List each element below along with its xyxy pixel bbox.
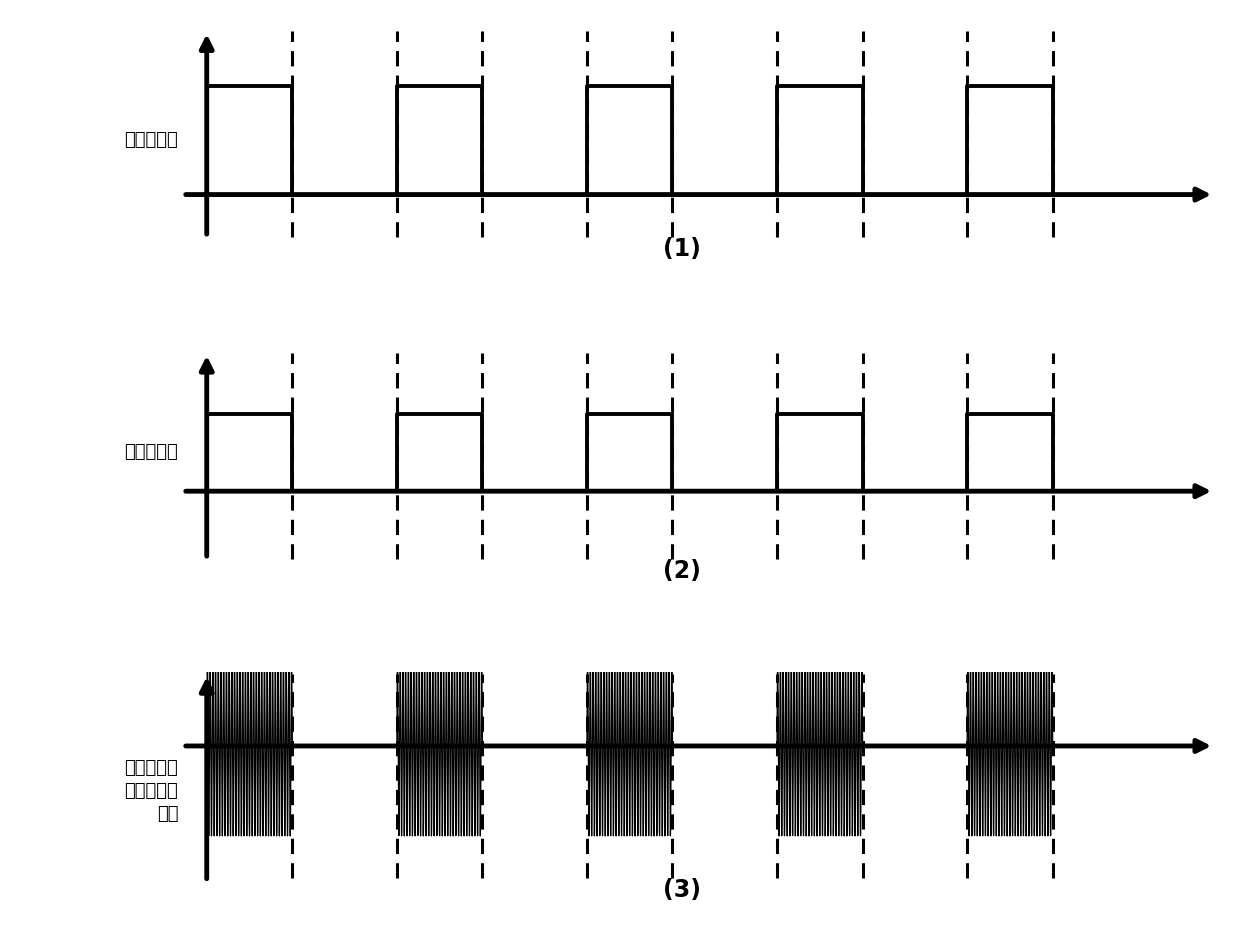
Text: 高电压信号: 高电压信号 xyxy=(124,444,178,462)
Text: 低电压信号: 低电压信号 xyxy=(124,131,178,149)
Text: 信号: 信号 xyxy=(156,806,178,823)
Text: (3): (3) xyxy=(663,878,701,902)
Text: (1): (1) xyxy=(663,237,701,261)
Text: (2): (2) xyxy=(663,559,701,583)
Text: 波的电磁波: 波的电磁波 xyxy=(124,782,178,800)
Text: 用高电压载: 用高电压载 xyxy=(124,759,178,776)
